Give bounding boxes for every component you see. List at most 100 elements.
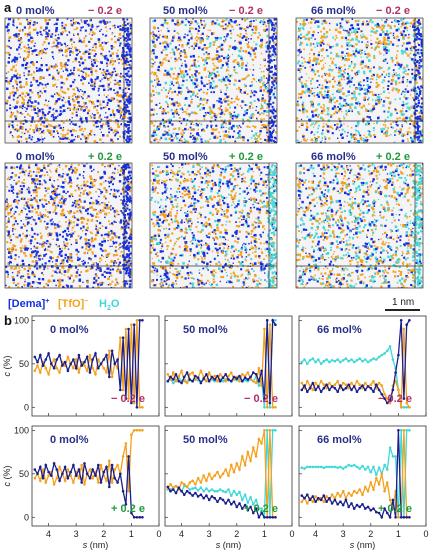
electrode-atom [274, 43, 277, 46]
atom [93, 184, 96, 187]
atom [82, 259, 85, 262]
atom [71, 95, 74, 97]
atom [120, 210, 123, 212]
atom [60, 262, 63, 264]
atom [10, 111, 12, 113]
atom [262, 82, 264, 85]
atom [120, 96, 122, 98]
atom [51, 33, 54, 35]
atom [274, 64, 277, 67]
atom [171, 98, 174, 101]
atom [31, 281, 35, 284]
atom [180, 122, 183, 125]
atom [86, 218, 90, 222]
atom [228, 80, 231, 83]
atom [270, 115, 273, 118]
atom [362, 137, 365, 140]
atom [73, 106, 76, 109]
atom [40, 236, 43, 239]
atom [151, 53, 153, 55]
sim-box-frame [295, 17, 424, 144]
atom [112, 268, 114, 271]
atom [366, 109, 369, 112]
atom [408, 116, 411, 120]
atom [84, 138, 86, 140]
atom [236, 34, 239, 37]
atom [346, 77, 349, 80]
atom [87, 192, 90, 195]
atom [209, 71, 212, 74]
atom [81, 127, 83, 130]
atom [189, 55, 192, 58]
atom [55, 130, 58, 133]
atom [263, 102, 266, 104]
atom [392, 87, 395, 90]
atom [224, 100, 227, 103]
atom [61, 195, 63, 197]
atom [179, 108, 182, 110]
atom [338, 141, 341, 143]
atom [102, 46, 104, 48]
atom [391, 89, 394, 92]
atom [356, 121, 360, 125]
atom [382, 40, 385, 44]
atom [328, 22, 331, 25]
atom [20, 238, 23, 241]
atom [47, 112, 50, 115]
atom [21, 96, 24, 99]
electrode-atom [271, 45, 274, 48]
atom [163, 125, 166, 128]
atom [119, 75, 121, 77]
atom [338, 81, 341, 85]
atom [40, 169, 44, 172]
atom [317, 62, 320, 65]
atom [27, 50, 30, 53]
electrode-atom [127, 36, 130, 39]
atom [38, 255, 41, 257]
atom [273, 76, 275, 78]
atom [386, 33, 389, 36]
atom [225, 84, 228, 87]
atom [36, 49, 38, 51]
atom [57, 132, 59, 135]
atom [118, 80, 122, 83]
atom [92, 46, 94, 48]
atom [14, 266, 18, 270]
atom [13, 216, 17, 220]
atom [392, 69, 395, 71]
electrode-atom [123, 110, 126, 113]
atom [21, 128, 24, 130]
atom [361, 41, 363, 43]
atom [312, 113, 314, 116]
atom [251, 130, 253, 132]
atom [52, 112, 55, 115]
atom [63, 82, 66, 85]
atom [66, 259, 69, 261]
atom [396, 35, 399, 38]
atom [9, 242, 12, 244]
electrode-atom [124, 27, 127, 30]
atom [82, 263, 85, 266]
atom [256, 117, 258, 120]
atom [199, 99, 201, 101]
atom [43, 117, 46, 119]
atom [323, 123, 325, 125]
atom [84, 21, 87, 25]
atom [51, 184, 53, 187]
atom [160, 136, 162, 138]
atom [74, 46, 77, 49]
atom [246, 62, 249, 64]
atom [203, 84, 206, 88]
atom [347, 38, 350, 41]
atom [109, 119, 112, 122]
atom [70, 243, 73, 246]
atom [163, 87, 165, 89]
atom [104, 106, 107, 109]
electrode-atom [417, 104, 420, 107]
atom [150, 108, 153, 111]
atom [313, 92, 315, 94]
atom [114, 27, 116, 30]
atom [17, 18, 20, 21]
atom [314, 38, 316, 40]
atom [299, 71, 301, 73]
